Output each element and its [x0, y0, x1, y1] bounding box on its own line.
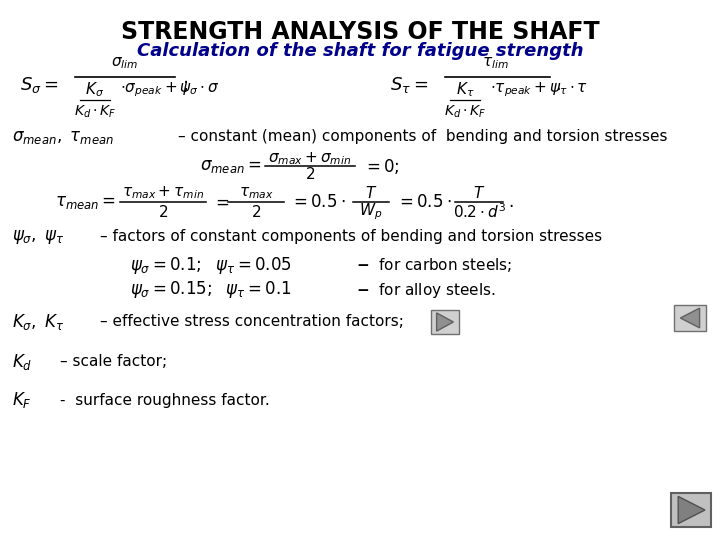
Text: $\sigma_{max}+\sigma_{min}$: $\sigma_{max}+\sigma_{min}$ — [269, 151, 351, 167]
Text: Calculation of the shaft for fatigue strength: Calculation of the shaft for fatigue str… — [137, 42, 583, 60]
Text: $2$: $2$ — [305, 166, 315, 182]
Text: $;$: $;$ — [182, 76, 188, 94]
Text: $\sigma_{mean}=$: $\sigma_{mean}=$ — [200, 157, 261, 175]
Text: $\sigma_{mean},\ \tau_{mean}$: $\sigma_{mean},\ \tau_{mean}$ — [12, 128, 114, 146]
Text: $= 0;$: $= 0;$ — [363, 157, 400, 176]
Text: $K_d \cdot K_F$: $K_d \cdot K_F$ — [444, 104, 486, 120]
Text: $.$: $.$ — [508, 193, 513, 211]
Text: $T$: $T$ — [473, 185, 485, 201]
Text: $2$: $2$ — [251, 204, 261, 220]
Text: $K_d \cdot K_F$: $K_d \cdot K_F$ — [74, 104, 116, 120]
Text: -  surface roughness factor.: - surface roughness factor. — [60, 393, 270, 408]
Text: – constant (mean) components of  bending and torsion stresses: – constant (mean) components of bending … — [178, 130, 667, 145]
FancyBboxPatch shape — [674, 305, 706, 331]
Text: $K_{\sigma}$: $K_{\sigma}$ — [86, 80, 104, 99]
Text: $2$: $2$ — [158, 204, 168, 220]
Text: $= 0.5 \cdot$: $= 0.5 \cdot$ — [290, 193, 346, 211]
Text: $\cdot \tau_{peak} + \psi_{\tau} \cdot \tau$: $\cdot \tau_{peak} + \psi_{\tau} \cdot \… — [490, 80, 588, 99]
Text: $\tau_{lim}$: $\tau_{lim}$ — [482, 55, 508, 71]
Text: $\tau_{max}+\tau_{min}$: $\tau_{max}+\tau_{min}$ — [122, 185, 204, 201]
Text: $K_F$: $K_F$ — [12, 390, 32, 410]
FancyBboxPatch shape — [431, 310, 459, 334]
Text: $T$: $T$ — [365, 185, 377, 201]
Polygon shape — [436, 313, 454, 331]
FancyBboxPatch shape — [671, 493, 711, 527]
Text: – scale factor;: – scale factor; — [60, 354, 167, 369]
Text: $\cdot \sigma_{peak} + \psi_{\sigma} \cdot \sigma$: $\cdot \sigma_{peak} + \psi_{\sigma} \cd… — [120, 80, 220, 99]
Text: – effective stress concentration factors;: – effective stress concentration factors… — [100, 314, 404, 329]
Text: $\mathbf{-}$  for carbon steels;: $\mathbf{-}$ for carbon steels; — [356, 256, 512, 274]
Text: $\psi_{\sigma},\ \psi_{\tau}$: $\psi_{\sigma},\ \psi_{\tau}$ — [12, 228, 65, 246]
Polygon shape — [680, 308, 700, 328]
Text: $=$: $=$ — [212, 193, 230, 211]
Text: $K_{\tau}$: $K_{\tau}$ — [456, 80, 474, 99]
Text: $= 0.5 \cdot$: $= 0.5 \cdot$ — [396, 193, 451, 211]
Text: $\mathbf{-}$  for alloy steels.: $\mathbf{-}$ for alloy steels. — [356, 280, 495, 300]
Text: $\psi_{\sigma}= 0.15;\ \ \psi_{\tau}= 0.1$: $\psi_{\sigma}= 0.15;\ \ \psi_{\tau}= 0.… — [130, 280, 292, 300]
Text: $\tau_{mean}=$: $\tau_{mean}=$ — [55, 193, 116, 211]
Text: – factors of constant components of bending and torsion stresses: – factors of constant components of bend… — [100, 230, 602, 245]
Text: $\psi_{\sigma}= 0.1;\ \ \psi_{\tau}= 0.05$: $\psi_{\sigma}= 0.1;\ \ \psi_{\tau}= 0.0… — [130, 254, 292, 275]
Text: $\tau_{max}$: $\tau_{max}$ — [239, 185, 274, 201]
Text: $W_p$: $W_p$ — [359, 202, 382, 222]
Text: $S_{\sigma}=$: $S_{\sigma}=$ — [20, 75, 58, 95]
Text: $0.2 \cdot d^3$: $0.2 \cdot d^3$ — [453, 202, 505, 221]
Text: $S_{\tau}=$: $S_{\tau}=$ — [390, 75, 428, 95]
Polygon shape — [678, 496, 705, 524]
Text: $\sigma_{lim}$: $\sigma_{lim}$ — [112, 55, 139, 71]
Text: $K_d$: $K_d$ — [12, 352, 32, 372]
Text: $K_{\sigma},\ K_{\tau}$: $K_{\sigma},\ K_{\tau}$ — [12, 312, 65, 332]
Text: $.$: $.$ — [555, 76, 561, 94]
Text: STRENGTH ANALYSIS OF THE SHAFT: STRENGTH ANALYSIS OF THE SHAFT — [121, 20, 599, 44]
